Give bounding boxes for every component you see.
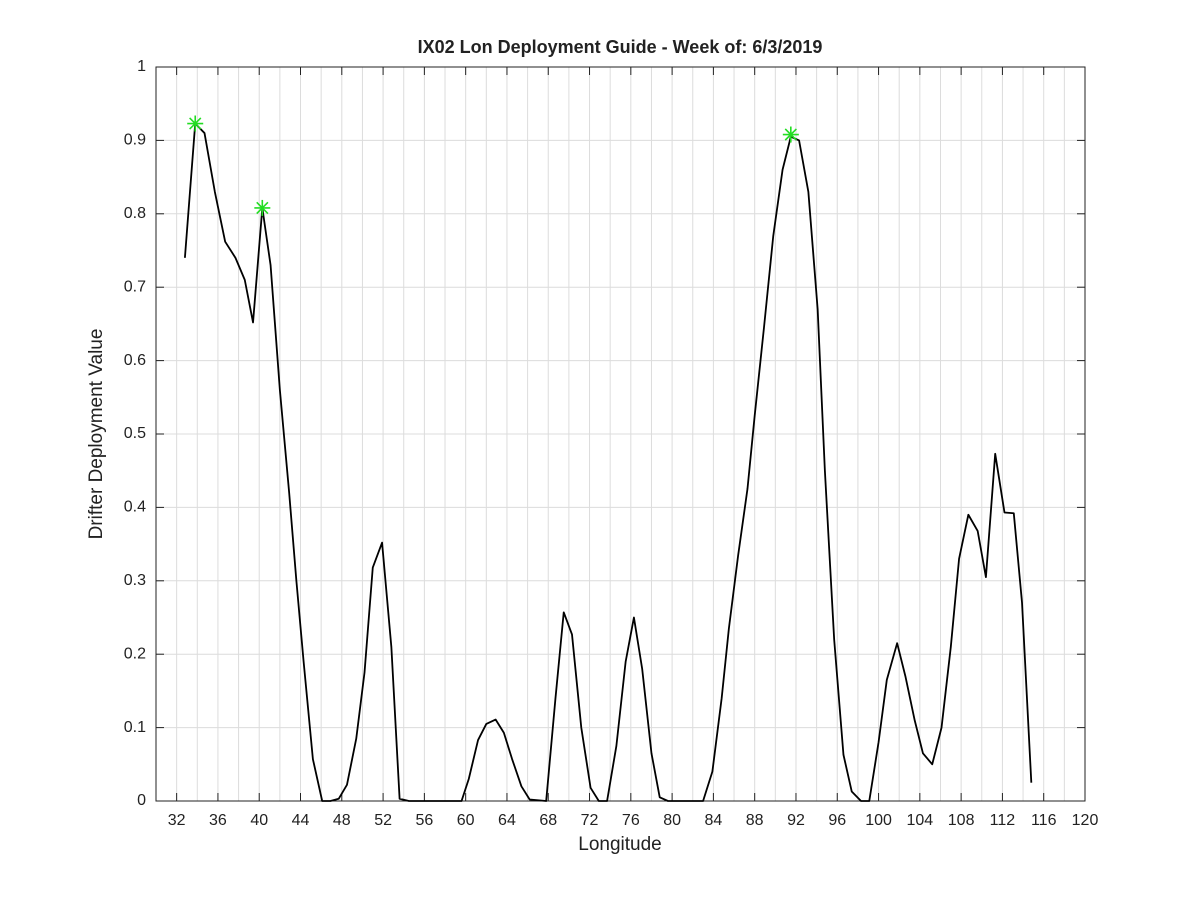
x-tick-label: 76 bbox=[622, 812, 640, 829]
y-tick-label: 0.4 bbox=[124, 499, 146, 516]
data-line bbox=[184, 122, 1033, 802]
x-tick-label: 64 bbox=[498, 812, 516, 829]
x-tick-label: 60 bbox=[457, 812, 475, 829]
y-tick-label: 0.7 bbox=[124, 278, 146, 295]
y-tick-label: 0 bbox=[137, 792, 146, 809]
y-tick-label: 0.8 bbox=[124, 205, 146, 222]
x-tick-label: 104 bbox=[906, 812, 933, 829]
x-tick-label: 52 bbox=[374, 812, 392, 829]
x-tick-label: 48 bbox=[333, 812, 351, 829]
marker-stroke bbox=[189, 117, 202, 130]
x-tick-label: 120 bbox=[1072, 812, 1099, 829]
y-tick-label: 0.1 bbox=[124, 719, 146, 736]
x-tick-label: 96 bbox=[828, 812, 846, 829]
y-tick-label: 0.6 bbox=[124, 352, 146, 369]
x-tick-label: 44 bbox=[292, 812, 310, 829]
x-tick-label: 80 bbox=[663, 812, 681, 829]
x-tick-label: 92 bbox=[787, 812, 805, 829]
plot-frame bbox=[155, 66, 1086, 802]
peak-marker bbox=[254, 199, 271, 216]
x-tick-label: 40 bbox=[250, 812, 268, 829]
x-tick-label: 112 bbox=[990, 812, 1016, 829]
chart-title: IX02 Lon Deployment Guide - Week of: 6/3… bbox=[418, 37, 823, 57]
y-tick-label: 1 bbox=[137, 58, 146, 75]
x-tick-label: 84 bbox=[705, 812, 723, 829]
x-tick-label: 56 bbox=[415, 812, 433, 829]
y-tick-label: 0.5 bbox=[124, 425, 146, 442]
y-tick-label: 0.3 bbox=[124, 572, 146, 589]
x-tick-label: 88 bbox=[746, 812, 764, 829]
y-tick-label: 0.2 bbox=[124, 645, 146, 662]
peak-marker bbox=[187, 115, 204, 132]
y-tick-label: 0.9 bbox=[124, 132, 146, 149]
peak-marker bbox=[782, 126, 799, 143]
x-tick-label: 116 bbox=[1031, 812, 1057, 829]
y-axis-label: Drifter Deployment Value bbox=[86, 329, 107, 540]
x-axis-label: Longitude bbox=[578, 834, 661, 855]
marker-stroke bbox=[256, 201, 269, 215]
x-tick-label: 100 bbox=[865, 812, 892, 829]
x-tick-label: 108 bbox=[948, 812, 975, 829]
x-tick-label: 32 bbox=[168, 812, 186, 829]
marker-stroke bbox=[784, 128, 797, 141]
x-tick-label: 36 bbox=[209, 812, 227, 829]
x-tick-label: 68 bbox=[539, 812, 557, 829]
x-tick-label: 72 bbox=[581, 812, 599, 829]
